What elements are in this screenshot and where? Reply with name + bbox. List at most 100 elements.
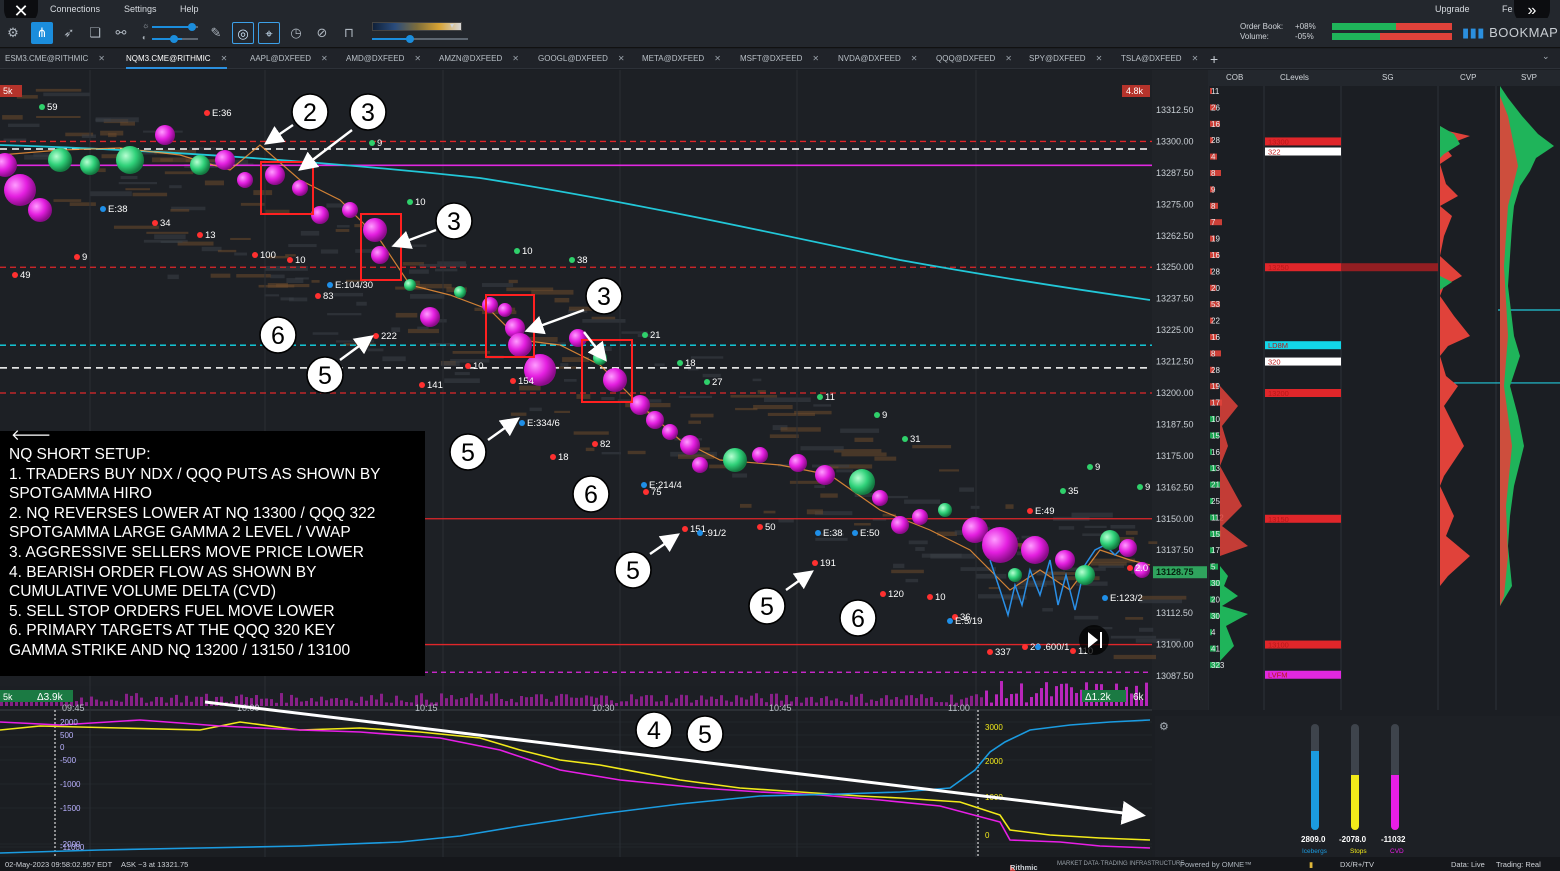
layers-icon[interactable]: ❏ (89, 25, 101, 40)
cvd-left-tick: 0 (60, 743, 65, 752)
close-tab-icon[interactable]: ✕ (1191, 54, 1199, 63)
lock-icon[interactable]: ⊓ (343, 25, 355, 40)
heatmap-color-scale[interactable] (372, 22, 462, 31)
menu-connections[interactable]: Connections (50, 4, 101, 14)
header-clevels[interactable]: CLevels (1280, 73, 1309, 82)
tab-spy[interactable]: SPY@DXFEED ✕ (1029, 49, 1102, 69)
indicator-gauges: ⚙ 2809.0 -2078.0 -11032 Icebergs Stops C… (1155, 716, 1560, 857)
close-tab-icon[interactable]: ✕ (1005, 54, 1012, 63)
tab-aapl[interactable]: AAPL@DXFEED ✕ (250, 49, 328, 69)
header-sg[interactable]: SG (1382, 73, 1394, 82)
heatmap-chart[interactable]: 59 E:36 9 E:38 34 13 49 9 100 10 10 83 10 38 E:104/30 2… (0, 70, 1208, 869)
tab-tsla[interactable]: TSLA@DXFEED ✕ (1121, 49, 1198, 69)
heatmap-contrast-slider[interactable]: ☼ ◐ (142, 21, 202, 45)
tab-googl[interactable]: GOOGL@DXFEED ✕ (538, 49, 625, 69)
heatmap-order-blotch (789, 480, 825, 484)
back-arrow-icon[interactable]: 🡐 (11, 427, 52, 444)
close-tab-icon[interactable]: ✕ (98, 54, 105, 63)
trade-bubble (662, 424, 678, 440)
logo-text: BOOKMAP (1489, 25, 1559, 40)
rocket-icon[interactable]: ➶ (63, 25, 75, 40)
heatmap-order-blotch (591, 316, 616, 320)
heatmap-order-blotch (829, 464, 873, 469)
volume-bar (1005, 698, 1008, 706)
order-marker-label: 337 (995, 647, 1011, 658)
share-icon[interactable]: ⋔ (31, 22, 53, 44)
volume-bar (535, 694, 538, 706)
tab-amd[interactable]: AMD@DXFEED ✕ (346, 49, 421, 69)
crosshair-icon[interactable]: ⌖ (258, 22, 280, 44)
cvd-label: CVD (1390, 848, 1404, 855)
tab-amzn[interactable]: AMZN@DXFEED ✕ (439, 49, 519, 69)
heatmap-order-blotch (267, 255, 289, 259)
tab-esm3[interactable]: ESM3.CME@RITHMIC ✕ (5, 49, 105, 69)
tab-meta[interactable]: META@DXFEED ✕ (642, 49, 721, 69)
timer-icon[interactable]: ◷ (290, 25, 302, 40)
feature-link[interactable]: Fe (1502, 4, 1513, 14)
close-tab-icon[interactable]: ✕ (910, 54, 918, 63)
volume-bar (405, 702, 408, 706)
close-tab-icon[interactable]: ✕ (714, 54, 721, 63)
close-tab-icon[interactable]: ✕ (812, 54, 820, 63)
heatmap-order-blotch (815, 537, 848, 541)
setup-line: GAMMA STRIKE AND NQ 13200 / 13150 / 1310… (9, 641, 351, 659)
heatmap-order-blotch (1113, 654, 1157, 660)
menu-help[interactable]: Help (180, 4, 199, 14)
chevron-down-icon[interactable]: ▾ (450, 21, 455, 30)
callout-circle (349, 93, 387, 131)
cvp-green-profile (1440, 126, 1460, 290)
heatmap-order-blotch (230, 237, 251, 240)
header-svp[interactable]: SVP (1521, 73, 1538, 82)
close-tab-icon[interactable]: ✕ (512, 54, 519, 63)
header-cob[interactable]: COB (1226, 73, 1244, 82)
price-tick-label: 13175.00 (1156, 451, 1194, 461)
cob-size-label: 11 (1211, 87, 1220, 96)
tab-qqq[interactable]: QQQ@DXFEED ✕ (936, 49, 1012, 69)
delete-icon[interactable]: ⊘ (316, 25, 328, 40)
chevron-down-icon[interactable]: ⌄ (1542, 51, 1550, 61)
close-tab-icon[interactable]: ✕ (617, 54, 625, 63)
cob-bar (1210, 104, 1216, 111)
tab-nvda[interactable]: NVDA@DXFEED ✕ (838, 49, 918, 69)
orderbook-bid-bar (1332, 23, 1396, 30)
close-tab-icon[interactable]: ✕ (321, 54, 328, 63)
add-tab-icon[interactable]: + (1210, 51, 1219, 67)
chat-icon[interactable]: ◎ (232, 22, 254, 44)
volume-bar (1020, 683, 1023, 706)
trade-bubble (28, 198, 52, 222)
icebergs-line (0, 719, 1151, 854)
clevel-bar (1265, 357, 1341, 366)
heatmap-order-blotch (599, 346, 612, 351)
order-marker-label: 100 (260, 250, 276, 261)
clevel-bar (1265, 640, 1341, 649)
volume-bar (300, 701, 303, 706)
heatmap-range-slider[interactable] (372, 35, 472, 43)
volume-bar (1040, 688, 1043, 706)
cob-size-label: 41 (1211, 645, 1220, 654)
link-icon[interactable]: ⚯ (115, 25, 127, 40)
volume-bar (555, 695, 558, 706)
header-cvp[interactable]: CVP (1460, 73, 1477, 82)
cob-size-label: 4 (1211, 628, 1216, 637)
order-marker-dot (569, 257, 575, 263)
gauge-settings-gear-icon[interactable]: ⚙ (1159, 721, 1169, 733)
cob-size-label: 8 (1211, 169, 1216, 178)
order-marker-label: .91/2 (705, 528, 726, 539)
tab-msft[interactable]: MSFT@DXFEED ✕ (740, 49, 819, 69)
volume-bar (715, 699, 718, 706)
pencil-icon[interactable]: ✎ (210, 25, 222, 40)
close-tab-icon[interactable]: ✕ (1095, 54, 1103, 63)
upgrade-link[interactable]: Upgrade (1435, 4, 1470, 14)
heatmap-order-blotch (930, 553, 976, 559)
menu-settings[interactable]: Settings (124, 4, 157, 14)
settings-gear-icon[interactable]: ⚙ (7, 25, 19, 40)
vol-delta-left-badge (33, 690, 73, 702)
heatmap-order-blotch (560, 363, 569, 368)
volume-bar (815, 702, 818, 706)
close-tab-icon[interactable]: ✕ (414, 54, 422, 63)
tab-nqm3[interactable]: NQM3.CME@RITHMIC ✕ (126, 49, 228, 69)
heatmap-order-blotch (1071, 512, 1113, 518)
volume-bar (970, 695, 973, 706)
close-tab-icon[interactable]: ✕ (220, 54, 228, 63)
